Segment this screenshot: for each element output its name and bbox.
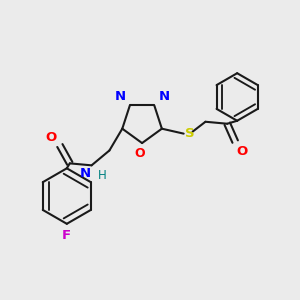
- Text: N: N: [158, 90, 169, 104]
- Text: F: F: [62, 229, 71, 242]
- Text: H: H: [98, 169, 106, 182]
- Text: O: O: [236, 145, 248, 158]
- Text: N: N: [80, 167, 91, 180]
- Text: S: S: [184, 127, 194, 140]
- Text: O: O: [46, 130, 57, 143]
- Text: O: O: [135, 147, 146, 160]
- Text: N: N: [115, 90, 126, 104]
